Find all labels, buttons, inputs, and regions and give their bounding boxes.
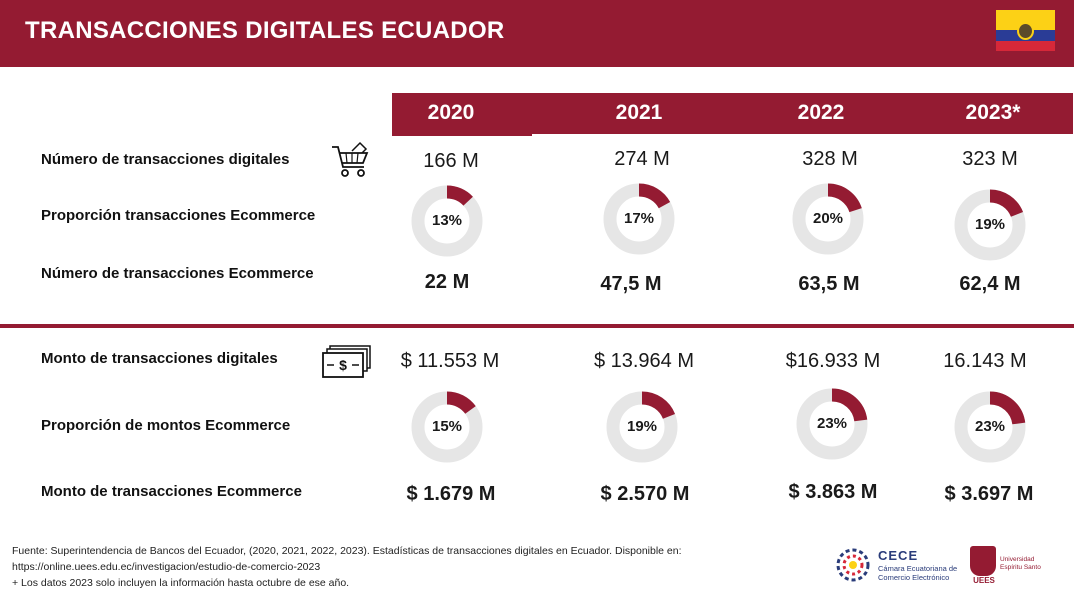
ecuador-flag-icon bbox=[996, 10, 1055, 51]
row-label-monto-digital: Monto de transacciones digitales bbox=[41, 350, 278, 367]
uees-text: UEES bbox=[973, 576, 995, 585]
footer-line-1: Fuente: Superintendencia de Bancos del E… bbox=[12, 545, 682, 557]
row-label-prop-ecommerce: Proporción transacciones Ecommerce bbox=[41, 207, 316, 224]
donut-label-prop-ecommerce-2022: 20% bbox=[812, 210, 844, 227]
footer-line-3: + Los datos 2023 solo incluyen la inform… bbox=[12, 577, 350, 589]
value-num-digital-2020: 166 M bbox=[423, 150, 479, 172]
donut-label-prop-montos-2020: 15% bbox=[431, 418, 463, 435]
value-monto-digital-2021: $ 13.964 M bbox=[593, 350, 695, 372]
value-monto-ecommerce-2022: $ 3.863 M bbox=[788, 481, 878, 503]
uees-logo: UEES Universidad Espíritu Santo bbox=[970, 546, 1050, 586]
year-2022: 2022 bbox=[797, 101, 845, 124]
donut-prop-montos-2020 bbox=[411, 391, 483, 463]
value-monto-ecommerce-2023: $ 3.697 M bbox=[944, 483, 1034, 505]
donut-label-prop-montos-2022: 23% bbox=[816, 415, 848, 432]
donut-label-prop-ecommerce-2021: 17% bbox=[623, 210, 655, 227]
cash-icon: $ bbox=[322, 345, 371, 378]
value-num-digital-2021: 274 M bbox=[614, 148, 670, 170]
year-2023: 2023* bbox=[965, 101, 1021, 124]
cece-logo: CECE Cámara Ecuatoriana de Comercio Elec… bbox=[836, 546, 966, 586]
row-label-num-ecommerce: Número de transacciones Ecommerce bbox=[41, 265, 314, 282]
value-num-ecommerce-2023: 62,4 M bbox=[959, 273, 1021, 295]
donut-label-prop-montos-2023: 23% bbox=[974, 418, 1006, 435]
donut-label-prop-montos-2021: 19% bbox=[626, 418, 658, 435]
donut-label-prop-ecommerce-2020: 13% bbox=[431, 212, 463, 229]
value-num-ecommerce-2020: 22 M bbox=[424, 271, 470, 293]
value-num-digital-2023: 323 M bbox=[962, 148, 1018, 170]
donut-label-prop-ecommerce-2023: 19% bbox=[974, 216, 1006, 233]
row-label-monto-ecommerce: Monto de transacciones Ecommerce bbox=[41, 483, 302, 500]
value-num-ecommerce-2021: 47,5 M bbox=[600, 273, 662, 295]
donut-prop-ecommerce-2022 bbox=[792, 183, 864, 255]
value-monto-digital-2020: $ 11.553 M bbox=[400, 350, 500, 372]
uees-subtitle-2: Espíritu Santo bbox=[1000, 564, 1041, 571]
header-bar: TRANSACCIONES DIGITALES ECUADOR bbox=[0, 0, 1074, 67]
donut-prop-montos-2023 bbox=[954, 391, 1026, 463]
uees-subtitle-1: Universidad bbox=[1000, 556, 1035, 563]
value-monto-ecommerce-2020: $ 1.679 M bbox=[406, 483, 496, 505]
shopping-cart-icon bbox=[332, 141, 369, 177]
year-header-bar bbox=[392, 93, 1073, 134]
row-label-prop-montos: Proporción de montos Ecommerce bbox=[41, 417, 291, 434]
donut-prop-montos-2022 bbox=[796, 388, 868, 460]
donut-prop-ecommerce-2021 bbox=[603, 183, 675, 255]
svg-text:$: $ bbox=[339, 357, 347, 373]
value-monto-digital-2022: $16.933 M bbox=[785, 350, 881, 372]
section-divider bbox=[0, 324, 1074, 328]
page-title: TRANSACCIONES DIGITALES ECUADOR bbox=[25, 17, 505, 44]
row-label-num-digital: Número de transacciones digitales bbox=[41, 151, 290, 168]
footer-line-2: https://online.uees.edu.ec/investigacion… bbox=[12, 561, 321, 573]
donut-prop-ecommerce-2023 bbox=[954, 189, 1026, 261]
value-monto-ecommerce-2021: $ 2.570 M bbox=[600, 483, 690, 505]
donut-prop-montos-2021 bbox=[606, 391, 678, 463]
uees-mark-icon bbox=[970, 546, 996, 576]
donut-prop-ecommerce-2020 bbox=[411, 185, 483, 257]
cece-subtitle-1: Cámara Ecuatoriana de bbox=[878, 564, 958, 573]
year-2020: 2020 bbox=[427, 101, 475, 124]
footer-source: Fuente: Superintendencia de Bancos del E… bbox=[12, 543, 772, 591]
cece-title: CECE bbox=[878, 548, 919, 563]
value-num-digital-2022: 328 M bbox=[802, 148, 858, 170]
year-2021: 2021 bbox=[615, 101, 663, 124]
value-monto-digital-2023: 16.143 M bbox=[943, 350, 1027, 372]
value-num-ecommerce-2022: 63,5 M bbox=[798, 273, 860, 295]
cece-mark-icon bbox=[836, 548, 870, 582]
cece-subtitle-2: Comercio Electrónico bbox=[878, 573, 950, 582]
